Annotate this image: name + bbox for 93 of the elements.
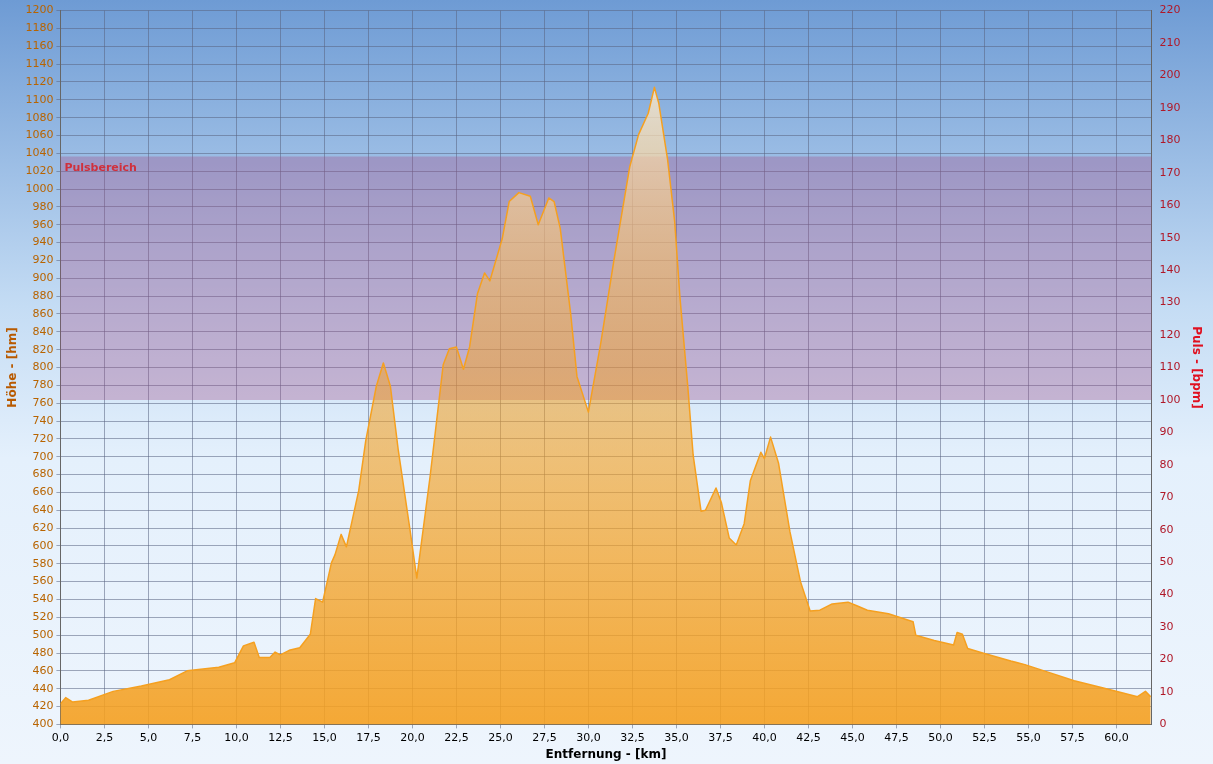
x-tick-label: 25,0 bbox=[488, 730, 513, 744]
y2-tick-label: 50 bbox=[1159, 555, 1174, 569]
x-tick-label: 17,5 bbox=[356, 730, 381, 744]
y-tick-label: 640 bbox=[32, 503, 54, 517]
x-tick-label: 45,0 bbox=[840, 730, 865, 744]
y2-tick-label: 140 bbox=[1159, 263, 1181, 277]
y-tick-label: 400 bbox=[32, 717, 54, 731]
x-tick-label: 47,5 bbox=[884, 730, 909, 744]
y-tick-label: 1000 bbox=[25, 181, 54, 195]
y-tick-label: 680 bbox=[32, 467, 54, 481]
x-tick-label: 20,0 bbox=[400, 730, 425, 744]
y2-axis-title: Puls - [bpm] bbox=[1189, 326, 1204, 409]
y2-tick-label: 160 bbox=[1159, 198, 1181, 212]
x-tick-label: 12,5 bbox=[268, 730, 293, 744]
y2-tick-label: 40 bbox=[1159, 587, 1174, 601]
y-tick-label: 940 bbox=[32, 235, 54, 249]
y-tick-label: 520 bbox=[32, 610, 54, 624]
y-tick-label: 1100 bbox=[25, 92, 54, 106]
x-tick-label: 52,5 bbox=[972, 730, 997, 744]
y-tick-label: 460 bbox=[32, 663, 54, 677]
y-tick-label: 560 bbox=[32, 574, 54, 588]
x-tick-label: 5,0 bbox=[139, 730, 158, 744]
x-tick-label: 30,0 bbox=[576, 730, 601, 744]
y-tick-label: 960 bbox=[32, 217, 54, 231]
x-tick-label: 35,0 bbox=[664, 730, 689, 744]
x-tick-label: 42,5 bbox=[796, 730, 821, 744]
y-tick-label: 620 bbox=[32, 520, 54, 534]
x-tick-label: 32,5 bbox=[620, 730, 645, 744]
y-tick-label: 660 bbox=[32, 485, 54, 499]
y-tick-label: 820 bbox=[32, 342, 54, 356]
y-tick-label: 1140 bbox=[25, 56, 54, 70]
y2-tick-label: 30 bbox=[1159, 619, 1174, 633]
x-tick-label: 15,0 bbox=[312, 730, 337, 744]
y-tick-label: 480 bbox=[32, 645, 54, 659]
y-tick-label: 800 bbox=[32, 360, 54, 374]
y2-tick-label: 170 bbox=[1159, 165, 1181, 179]
band-label: Pulsbereich bbox=[64, 160, 137, 174]
y2-tick-label: 0 bbox=[1159, 717, 1167, 731]
y2-tick-label: 200 bbox=[1159, 68, 1181, 82]
y-tick-label: 840 bbox=[32, 324, 54, 338]
y-axis-title: Höhe - [hm] bbox=[5, 327, 20, 408]
y2-tick-label: 150 bbox=[1159, 230, 1181, 244]
y-tick-label: 760 bbox=[32, 396, 54, 410]
y2-tick-label: 10 bbox=[1159, 684, 1174, 698]
y2-tick-label: 20 bbox=[1159, 652, 1174, 666]
y-tick-label: 1020 bbox=[25, 164, 54, 178]
y2-tick-label: 70 bbox=[1159, 490, 1174, 504]
y-tick-label: 700 bbox=[32, 449, 54, 463]
y2-tick-label: 180 bbox=[1159, 133, 1181, 147]
x-tick-label: 10,0 bbox=[224, 730, 249, 744]
y2-tick-label: 110 bbox=[1159, 360, 1181, 374]
y-tick-label: 720 bbox=[32, 431, 54, 445]
y-tick-label: 1080 bbox=[25, 110, 54, 124]
y-tick-label: 1180 bbox=[25, 21, 54, 35]
y-tick-label: 600 bbox=[32, 538, 54, 552]
x-tick-label: 2,5 bbox=[95, 730, 114, 744]
x-tick-label: 60,0 bbox=[1104, 730, 1129, 744]
y-tick-label: 500 bbox=[32, 628, 54, 642]
y-tick-label: 740 bbox=[32, 413, 54, 427]
x-tick-label: 55,0 bbox=[1016, 730, 1041, 744]
y2-tick-label: 120 bbox=[1159, 327, 1181, 341]
y-tick-label: 540 bbox=[32, 592, 54, 606]
x-tick-label: 22,5 bbox=[444, 730, 469, 744]
y2-tick-label: 190 bbox=[1159, 100, 1181, 114]
y-tick-label: 420 bbox=[32, 699, 54, 713]
y2-tick-label: 90 bbox=[1159, 425, 1174, 439]
y-tick-label: 860 bbox=[32, 306, 54, 320]
y2-tick-label: 60 bbox=[1159, 522, 1174, 536]
x-tick-label: 37,5 bbox=[708, 730, 733, 744]
x-tick-label: 0,0 bbox=[51, 730, 70, 744]
y-tick-label: 1040 bbox=[25, 146, 54, 160]
y-tick-label: 1060 bbox=[25, 128, 54, 142]
y2-tick-label: 220 bbox=[1159, 3, 1181, 17]
y-tick-label: 1120 bbox=[25, 74, 54, 88]
y2-tick-label: 130 bbox=[1159, 295, 1181, 309]
y-tick-label: 880 bbox=[32, 288, 54, 302]
y-tick-label: 580 bbox=[32, 556, 54, 570]
x-tick-label: 40,0 bbox=[752, 730, 777, 744]
y-tick-label: 1200 bbox=[25, 3, 54, 17]
y2-tick-label: 100 bbox=[1159, 392, 1181, 406]
y-tick-label: 1160 bbox=[25, 39, 54, 53]
x-axis-title: Entfernung - [km] bbox=[545, 746, 667, 761]
y-tick-label: 780 bbox=[32, 378, 54, 392]
x-tick-label: 57,5 bbox=[1060, 730, 1085, 744]
y-tick-label: 920 bbox=[32, 253, 54, 267]
y-tick-label: 900 bbox=[32, 271, 54, 285]
x-tick-label: 27,5 bbox=[532, 730, 557, 744]
y2-tick-label: 80 bbox=[1159, 457, 1174, 471]
x-tick-label: 50,0 bbox=[928, 730, 953, 744]
y-tick-label: 980 bbox=[32, 199, 54, 213]
y-tick-label: 440 bbox=[32, 681, 54, 695]
y2-tick-label: 210 bbox=[1159, 35, 1181, 49]
x-tick-label: 7,5 bbox=[183, 730, 202, 744]
